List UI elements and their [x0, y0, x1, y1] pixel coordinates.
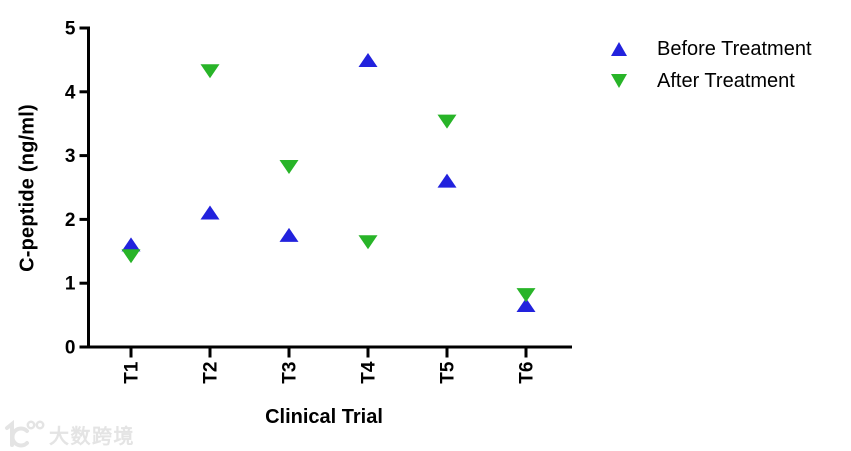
y-tick-label: 0: [65, 338, 76, 359]
x-tick-label: T6: [517, 362, 538, 384]
data-point-1-T4: [358, 235, 378, 250]
data-point-0-T5: [437, 173, 457, 188]
triangle-down-icon: [611, 74, 627, 88]
x-tick-label: T5: [438, 361, 459, 384]
y-tick-label: 2: [65, 210, 76, 231]
y-tick-label: 4: [65, 82, 76, 103]
data-point-1-T3: [279, 159, 299, 174]
watermark: 大数跨境: [2, 418, 135, 450]
data-point-0-T3: [279, 227, 299, 242]
x-tick-label: T1: [122, 361, 143, 384]
legend-item-after-treatment: After Treatment: [611, 70, 812, 92]
x-tick-label: T3: [280, 362, 301, 384]
data-point-1-T2: [200, 64, 220, 79]
data-point-1-T6: [516, 288, 536, 303]
data-point-0-T6: [516, 298, 536, 313]
triangle-up-icon: [611, 42, 627, 56]
data-point-0-T4: [358, 53, 378, 68]
x-tick-label: T4: [359, 361, 380, 384]
data-point-0-T1: [121, 237, 141, 252]
legend-label: Before Treatment: [657, 37, 812, 60]
watermark-text: 大数跨境: [49, 425, 135, 448]
y-axis-title: C-peptide (ng/ml): [16, 104, 39, 272]
data-point-1-T1: [121, 249, 141, 264]
y-tick-label: 1: [65, 274, 76, 295]
x-axis-title: Clinical Trial: [265, 406, 383, 428]
y-tick-label: 5: [65, 19, 76, 40]
x-tick-label: T2: [201, 362, 222, 384]
data-point-0-T2: [200, 205, 220, 220]
legend: Before Treatment After Treatment: [611, 38, 812, 92]
dashu-kuajing-logo-icon: [5, 419, 45, 448]
legend-item-before-treatment: Before Treatment: [611, 38, 812, 60]
y-tick-label: 3: [65, 146, 76, 167]
legend-label: After Treatment: [657, 69, 795, 92]
data-point-1-T5: [437, 114, 457, 129]
